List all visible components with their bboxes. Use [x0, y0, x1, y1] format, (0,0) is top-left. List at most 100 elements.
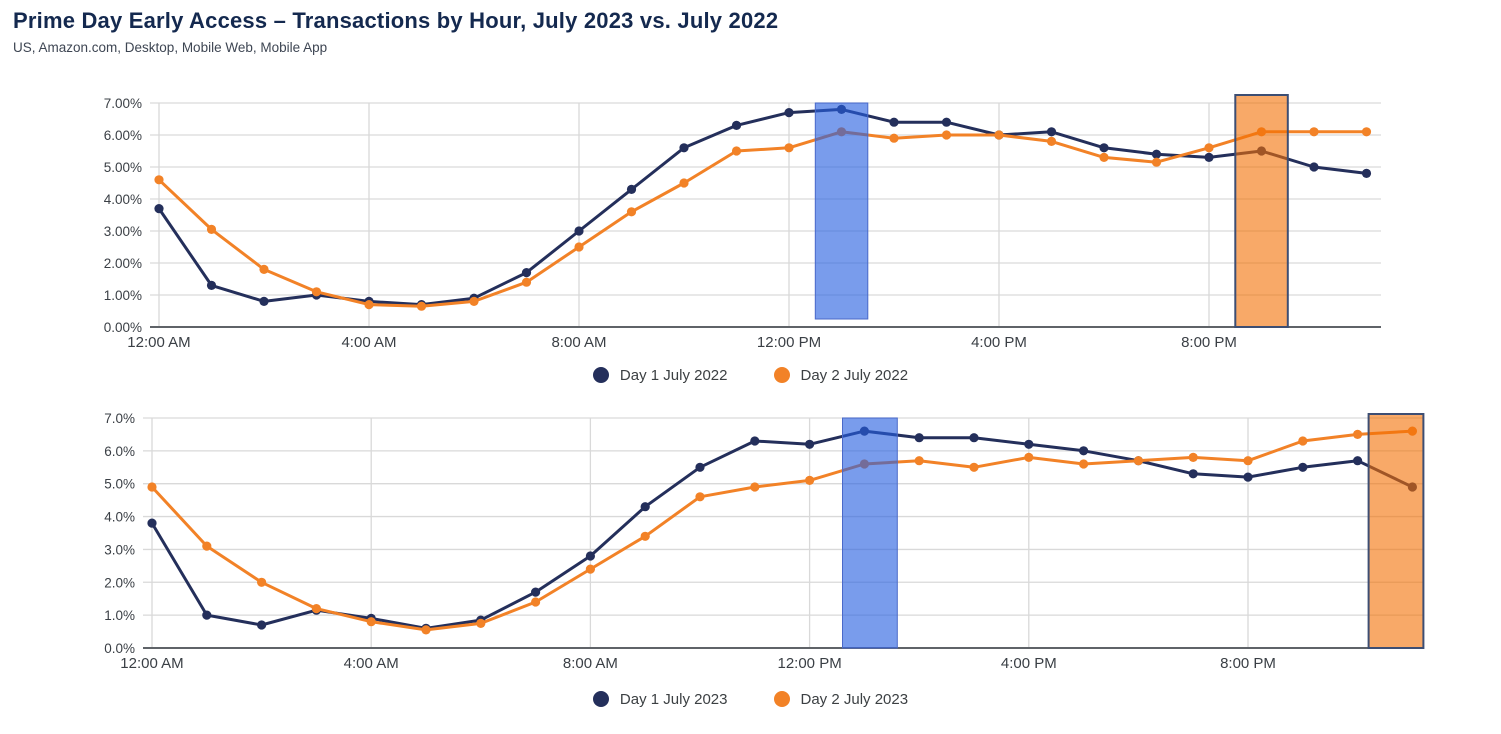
data-point-navy — [1188, 469, 1198, 479]
x-axis-label: 4:00 AM — [341, 334, 396, 351]
data-point-navy — [521, 268, 532, 278]
y-axis-label: 7.0% — [104, 411, 135, 426]
data-point-navy — [969, 433, 979, 443]
data-point-orange — [1298, 436, 1308, 446]
legend-label: Day 2 July 2023 — [800, 690, 909, 708]
orange-highlight-band — [1234, 94, 1289, 328]
series-line-navy — [150, 429, 1414, 630]
data-point-orange — [889, 133, 899, 143]
data-point-navy — [1309, 162, 1319, 172]
x-axis-label: 12:00 AM — [127, 334, 190, 351]
y-axis-label: 6.0% — [104, 444, 135, 459]
data-point-orange — [311, 287, 322, 297]
legend-dot-navy-icon — [592, 367, 609, 383]
y-axis-label: 5.0% — [104, 477, 135, 492]
blue-highlight-band — [814, 102, 869, 320]
data-point-orange — [640, 531, 650, 541]
x-axis-label: 8:00 PM — [1181, 334, 1237, 351]
data-point-orange — [364, 300, 374, 310]
legend-item-day1-2023: Day 1 July 2023 — [592, 691, 728, 708]
legend-dot-navy-icon — [592, 691, 609, 707]
data-point-navy — [750, 436, 760, 446]
data-point-navy — [202, 610, 212, 620]
y-axis-label: 0.00% — [104, 320, 142, 335]
data-point-navy — [1204, 152, 1214, 162]
data-point-navy — [574, 226, 584, 236]
y-axis-label: 4.0% — [104, 510, 135, 525]
y-axis-label: 3.0% — [104, 542, 135, 557]
data-point-orange — [1204, 143, 1214, 153]
data-point-navy — [585, 551, 596, 561]
data-point-orange — [695, 492, 705, 502]
data-point-orange — [805, 475, 815, 485]
y-axis-label: 2.00% — [104, 256, 142, 271]
data-point-orange — [421, 625, 431, 635]
series-line-orange — [157, 130, 1367, 308]
data-point-orange — [1361, 127, 1372, 137]
data-point-orange — [1046, 136, 1057, 146]
data-point-orange — [731, 146, 742, 156]
series-line-navy — [157, 107, 1367, 307]
data-point-orange — [1079, 459, 1089, 469]
data-point-navy — [1353, 456, 1363, 466]
series-line-orange — [150, 429, 1413, 632]
data-point-navy — [1361, 168, 1372, 178]
data-point-orange — [914, 456, 924, 466]
data-point-orange — [206, 224, 217, 234]
data-point-orange — [1151, 157, 1162, 167]
x-axis-label: 4:00 PM — [1001, 655, 1057, 672]
data-point-orange — [750, 482, 760, 492]
chart-svg-july-2023: 12:00 AM 4:00 AM 8:00 AM 12:00 PM 4:00 PM 8:0… — [104, 411, 1425, 672]
y-axis-label: 4.00% — [104, 192, 142, 207]
legend-item-day1-2022: Day 1 July 2022 — [592, 366, 728, 384]
report-header: Prime Day Early Access – Transactions by… — [13, 8, 778, 55]
legend-label: Day 2 July 2022 — [800, 366, 909, 384]
data-point-navy — [889, 117, 899, 127]
data-point-orange — [366, 617, 376, 627]
legend-dot-orange-icon — [773, 367, 790, 383]
data-point-orange — [1133, 456, 1143, 466]
data-point-navy — [1046, 127, 1057, 137]
y-axis-label: 2.0% — [104, 575, 135, 590]
y-axis-label: 7.00% — [104, 96, 142, 111]
data-point-orange — [994, 130, 1004, 140]
data-point-navy — [259, 296, 269, 306]
data-point-orange — [574, 242, 584, 252]
y-axis-label: 6.00% — [104, 128, 142, 143]
blue-highlight-band — [842, 417, 898, 649]
x-axis-label: 12:00 PM — [757, 334, 821, 351]
data-point-navy — [1151, 149, 1162, 159]
data-point-navy — [626, 184, 637, 194]
data-point-orange — [476, 618, 486, 628]
y-axis-label: 3.00% — [104, 224, 142, 239]
data-point-orange — [585, 564, 596, 574]
data-point-navy — [1298, 462, 1308, 472]
y-axis-label: 0.0% — [104, 641, 135, 656]
data-point-orange — [1099, 152, 1109, 162]
data-point-navy — [941, 117, 952, 127]
data-point-navy — [531, 587, 541, 597]
legend-label: Day 1 July 2022 — [619, 366, 728, 384]
data-point-orange — [311, 604, 321, 614]
data-point-navy — [1099, 143, 1109, 153]
data-point-orange — [1309, 127, 1319, 137]
y-axis-label: 1.0% — [104, 608, 135, 623]
data-point-navy — [784, 108, 794, 118]
data-point-orange — [416, 301, 427, 311]
data-point-navy — [257, 620, 267, 630]
data-point-orange — [469, 296, 479, 306]
data-point-navy — [731, 120, 742, 130]
data-point-navy — [695, 462, 705, 472]
data-point-navy — [1243, 472, 1253, 482]
data-point-navy — [1079, 446, 1089, 456]
data-point-orange — [679, 178, 689, 188]
data-point-orange — [1353, 429, 1363, 439]
data-point-navy — [1024, 439, 1034, 449]
data-point-orange — [1024, 452, 1034, 462]
y-axis-label: 5.00% — [104, 160, 142, 175]
data-point-orange — [1243, 456, 1253, 466]
page-subtitle: US, Amazon.com, Desktop, Mobile Web, Mob… — [13, 40, 328, 55]
legend-item-day2-2022: Day 2 July 2022 — [773, 366, 909, 384]
data-point-orange — [969, 462, 979, 472]
